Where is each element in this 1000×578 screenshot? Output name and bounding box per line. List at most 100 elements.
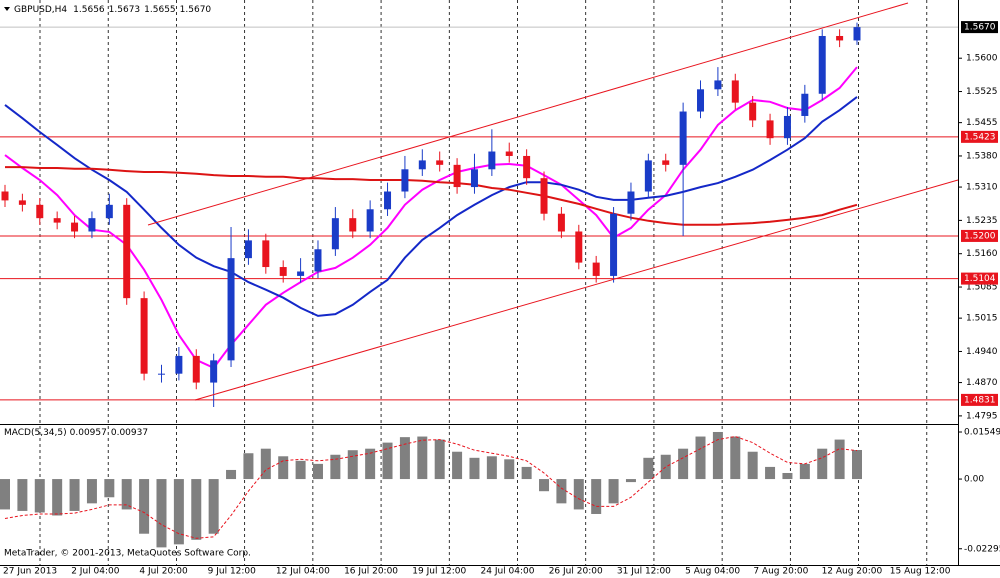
histogram-bar [243,453,254,480]
histogram-bar [573,479,584,510]
candle-body [470,169,478,188]
histogram-bar [399,437,410,480]
moving-average [4,66,858,370]
x-tick-label: 4 Jul 20:00 [139,567,188,577]
candle-body [175,355,183,374]
histogram-bar [799,463,810,480]
signal-line [4,435,858,539]
histogram-bar [695,436,706,480]
candle-body [244,240,252,259]
candle-body [523,155,531,179]
y-tick-label: 1.5235 [966,216,998,226]
candle-body [297,271,305,276]
candle-body [192,355,200,383]
level-label-box [961,130,998,143]
level-label: 1.5104 [964,274,996,284]
histogram-bar [660,454,671,480]
candle-body [105,204,113,219]
histogram-bar [643,457,654,480]
candle-body [610,213,618,276]
y-tick-label: 0.00 [964,475,984,485]
candle-body [18,200,26,205]
histogram-bar [486,456,497,480]
y-tick-label: -0.02295 [964,544,1000,554]
level-label-box [961,393,998,406]
histogram-bar [608,479,619,504]
x-tick-label: 15 Aug 12:00 [890,567,951,577]
candle-body [679,111,687,165]
open-value: 1.5656 [73,5,105,15]
level-label-box [961,229,998,242]
histogram-bar [173,479,184,545]
x-tick-label: 16 Jul 20:00 [344,567,398,577]
candle-body [262,240,270,268]
histogram-bar [434,439,445,480]
histogram-bar [730,436,741,480]
histogram-bar [556,479,567,504]
histogram-bar [765,466,776,480]
histogram-bar [712,431,723,480]
moving-average [5,166,858,226]
current-price-box [961,21,998,34]
level-label: 1.5200 [964,231,996,241]
candle-body [853,27,861,41]
histogram-bar [121,479,132,510]
candle-body [436,160,444,165]
chart-header: GBPUSD,H4 1.5656 1.5673 1.5655 1.5670 [14,5,211,15]
candle-body [731,80,739,103]
candle-body [418,160,426,170]
histogram-bar [0,479,10,510]
candle-body [766,120,774,139]
candle-body [818,35,826,94]
histogram-bar [747,451,758,480]
histogram-bar [452,451,463,480]
histogram-bar [347,450,358,480]
x-tick-label: 12 Aug 20:00 [822,567,883,577]
candle-body [71,222,79,232]
candle-body [783,115,791,139]
x-tick-label: 9 Jul 12:00 [208,567,257,577]
moving-average [4,96,858,317]
channel-line [194,179,959,401]
candle-body [714,80,722,90]
histogram-bar [69,479,80,511]
histogram-bar [139,479,150,534]
candle-body [836,35,844,41]
y-tick-label: 1.5310 [966,183,998,193]
x-tick-label: 24 Jul 04:00 [481,567,535,577]
y-tick-label: 1.5015 [966,314,998,324]
candle-body [662,160,670,165]
copyright: MetaTrader, © 2001-2013, MetaQuotes Soft… [4,549,251,559]
y-tick-label: 1.5380 [966,151,998,161]
histogram-bar [86,479,97,504]
candle-body [227,258,235,361]
low-value: 1.5655 [144,5,176,15]
x-tick-label: 27 Jun 2013 [3,567,57,577]
y-tick-label: 1.5085 [966,283,998,293]
candle-body [592,262,600,276]
candle-body [157,373,165,375]
candle-body [366,209,374,232]
candle-body [488,151,496,170]
candle-body [697,89,705,112]
indicator-name: MACD(5,34,5) [4,428,67,438]
candle-body [279,267,287,276]
high-value: 1.5673 [109,5,141,15]
candle-body [384,191,392,210]
candle-body [801,93,809,116]
histogram-bar [260,448,271,480]
y-tick-label: 1.4870 [966,378,998,388]
histogram-bar [312,463,323,480]
histogram-bar [278,456,289,480]
y-tick-label: 1.5160 [966,249,998,259]
x-tick-label: 2 Jul 04:00 [71,567,120,577]
menu-icon [4,7,10,11]
macd-header: MACD(5,34,5) 0.00957 0.00937 [4,428,148,438]
histogram-bar [226,469,237,480]
candle-body [140,298,148,374]
histogram-bar [330,454,341,480]
close-value: 1.5670 [180,5,212,15]
histogram-bar [504,459,515,480]
